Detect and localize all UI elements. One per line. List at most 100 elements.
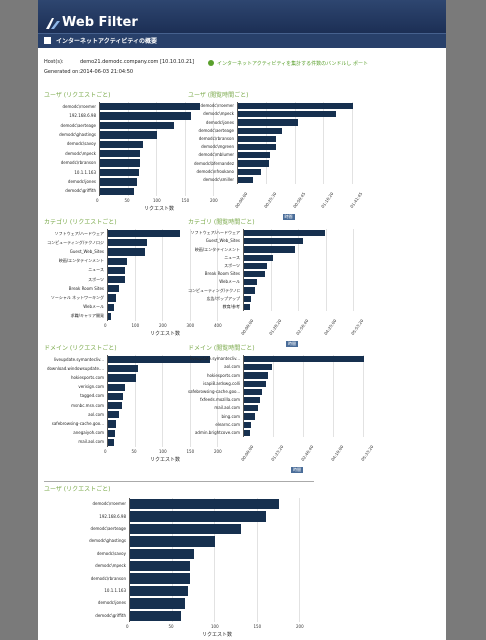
bar[interactable] — [108, 365, 139, 373]
category-label: hokiesports.com — [206, 372, 240, 378]
bar[interactable] — [130, 548, 194, 559]
gridline — [214, 498, 215, 622]
bar[interactable] — [130, 523, 241, 535]
bar[interactable] — [244, 279, 258, 286]
bar[interactable] — [244, 254, 274, 261]
bar[interactable] — [244, 372, 268, 379]
bar[interactable] — [130, 561, 190, 572]
bar[interactable] — [108, 285, 119, 293]
chart-title: ユーザ (リクエストごと) — [44, 92, 111, 99]
bar[interactable] — [244, 295, 252, 302]
bar[interactable] — [244, 364, 272, 371]
category-label: demodc\mblumer — [198, 152, 234, 158]
bar[interactable] — [108, 438, 114, 446]
gridline — [294, 102, 296, 184]
bar[interactable] — [108, 257, 128, 265]
category-label: ソフトウェア/ハードウェア — [190, 230, 240, 236]
category-label: safebrowsing-cache.goo... — [51, 421, 104, 426]
category-label: demodc\mpeck — [95, 563, 126, 569]
bar[interactable] — [244, 262, 268, 269]
gridline — [184, 102, 186, 196]
bar[interactable] — [238, 168, 261, 175]
category-label: demodc\rroemer — [92, 501, 126, 507]
bar[interactable] — [108, 239, 147, 247]
bar[interactable] — [238, 111, 336, 118]
x-tick-label: 50 — [131, 449, 137, 454]
category-label: liveupdate.symantecliv... — [189, 356, 240, 362]
x-tick-label: 50 — [168, 624, 174, 629]
bar[interactable] — [238, 176, 253, 183]
bar[interactable] — [244, 380, 266, 387]
category-label: 192.168.6.98 — [99, 513, 126, 519]
x-tick-label: 01:23:20 — [270, 444, 285, 462]
bar[interactable] — [244, 287, 255, 294]
x-tick-label: 150 — [186, 449, 195, 454]
bar[interactable] — [244, 356, 364, 363]
bar[interactable] — [130, 573, 190, 584]
bar[interactable] — [244, 303, 250, 310]
bar[interactable] — [244, 429, 250, 436]
bar[interactable] — [100, 159, 140, 167]
bar[interactable] — [108, 392, 124, 400]
bar[interactable] — [100, 187, 135, 195]
bar[interactable] — [108, 420, 117, 428]
bar[interactable] — [244, 271, 265, 278]
bar[interactable] — [100, 103, 200, 111]
gridline — [363, 355, 364, 437]
bar[interactable] — [238, 103, 353, 110]
x-tick-label: 200 — [214, 449, 222, 454]
bar[interactable] — [238, 119, 298, 126]
category-label: ソフトウェア/ハードウェア — [54, 230, 104, 236]
bar[interactable] — [244, 230, 325, 237]
bar[interactable] — [100, 178, 138, 186]
bar[interactable] — [238, 160, 270, 167]
x-tick-label: 00:00:00 — [234, 191, 249, 209]
bar[interactable] — [108, 429, 115, 437]
bar[interactable] — [108, 294, 117, 302]
bar[interactable] — [244, 397, 260, 404]
bar[interactable] — [108, 374, 136, 382]
report-page: Web Filter インターネットアクティビティの概要 Host(s): de… — [38, 0, 446, 640]
bar[interactable] — [130, 511, 266, 522]
bar[interactable] — [244, 246, 296, 253]
bar[interactable] — [238, 144, 276, 151]
bar[interactable] — [108, 411, 119, 419]
bar[interactable] — [130, 610, 181, 621]
bar[interactable] — [244, 238, 303, 245]
bar[interactable] — [238, 135, 276, 142]
bar[interactable] — [244, 421, 252, 428]
bar[interactable] — [108, 248, 146, 256]
bar[interactable] — [108, 276, 125, 284]
bar[interactable] — [130, 598, 186, 609]
bar[interactable] — [100, 140, 143, 148]
bar[interactable] — [100, 131, 157, 139]
bar[interactable] — [108, 402, 122, 410]
bar[interactable] — [100, 121, 175, 130]
y-axis — [243, 355, 244, 437]
bar[interactable] — [108, 230, 180, 238]
bar[interactable] — [108, 266, 125, 274]
bar[interactable] — [108, 312, 111, 320]
bar[interactable] — [100, 150, 140, 158]
bar[interactable] — [130, 536, 215, 547]
bar[interactable] — [130, 585, 188, 597]
category-label: demodc\griffith — [65, 188, 96, 194]
bar[interactable] — [108, 383, 125, 391]
bar[interactable] — [238, 152, 271, 159]
x-tick-label: 0 — [96, 198, 99, 203]
category-label: bing.com — [221, 413, 240, 419]
bar[interactable] — [100, 168, 139, 177]
bar[interactable] — [244, 405, 259, 412]
gridline — [265, 102, 267, 184]
category-label: demodc\nfrookano — [196, 168, 234, 174]
bar[interactable] — [108, 356, 210, 364]
bar[interactable] — [100, 112, 192, 120]
chart-users-by-requests: ユーザ (リクエストごと) 0 50 100 150 200 demodc\rroemer 1… — [44, 90, 224, 212]
notice-text[interactable]: インターネットアクティビティを集計する件数のバンドルし ポート — [217, 61, 368, 67]
bar[interactable] — [244, 413, 255, 420]
bar[interactable] — [130, 499, 279, 510]
bar[interactable] — [238, 127, 282, 134]
bar[interactable] — [244, 388, 262, 395]
logo-icon — [46, 18, 60, 29]
bar[interactable] — [108, 303, 114, 311]
